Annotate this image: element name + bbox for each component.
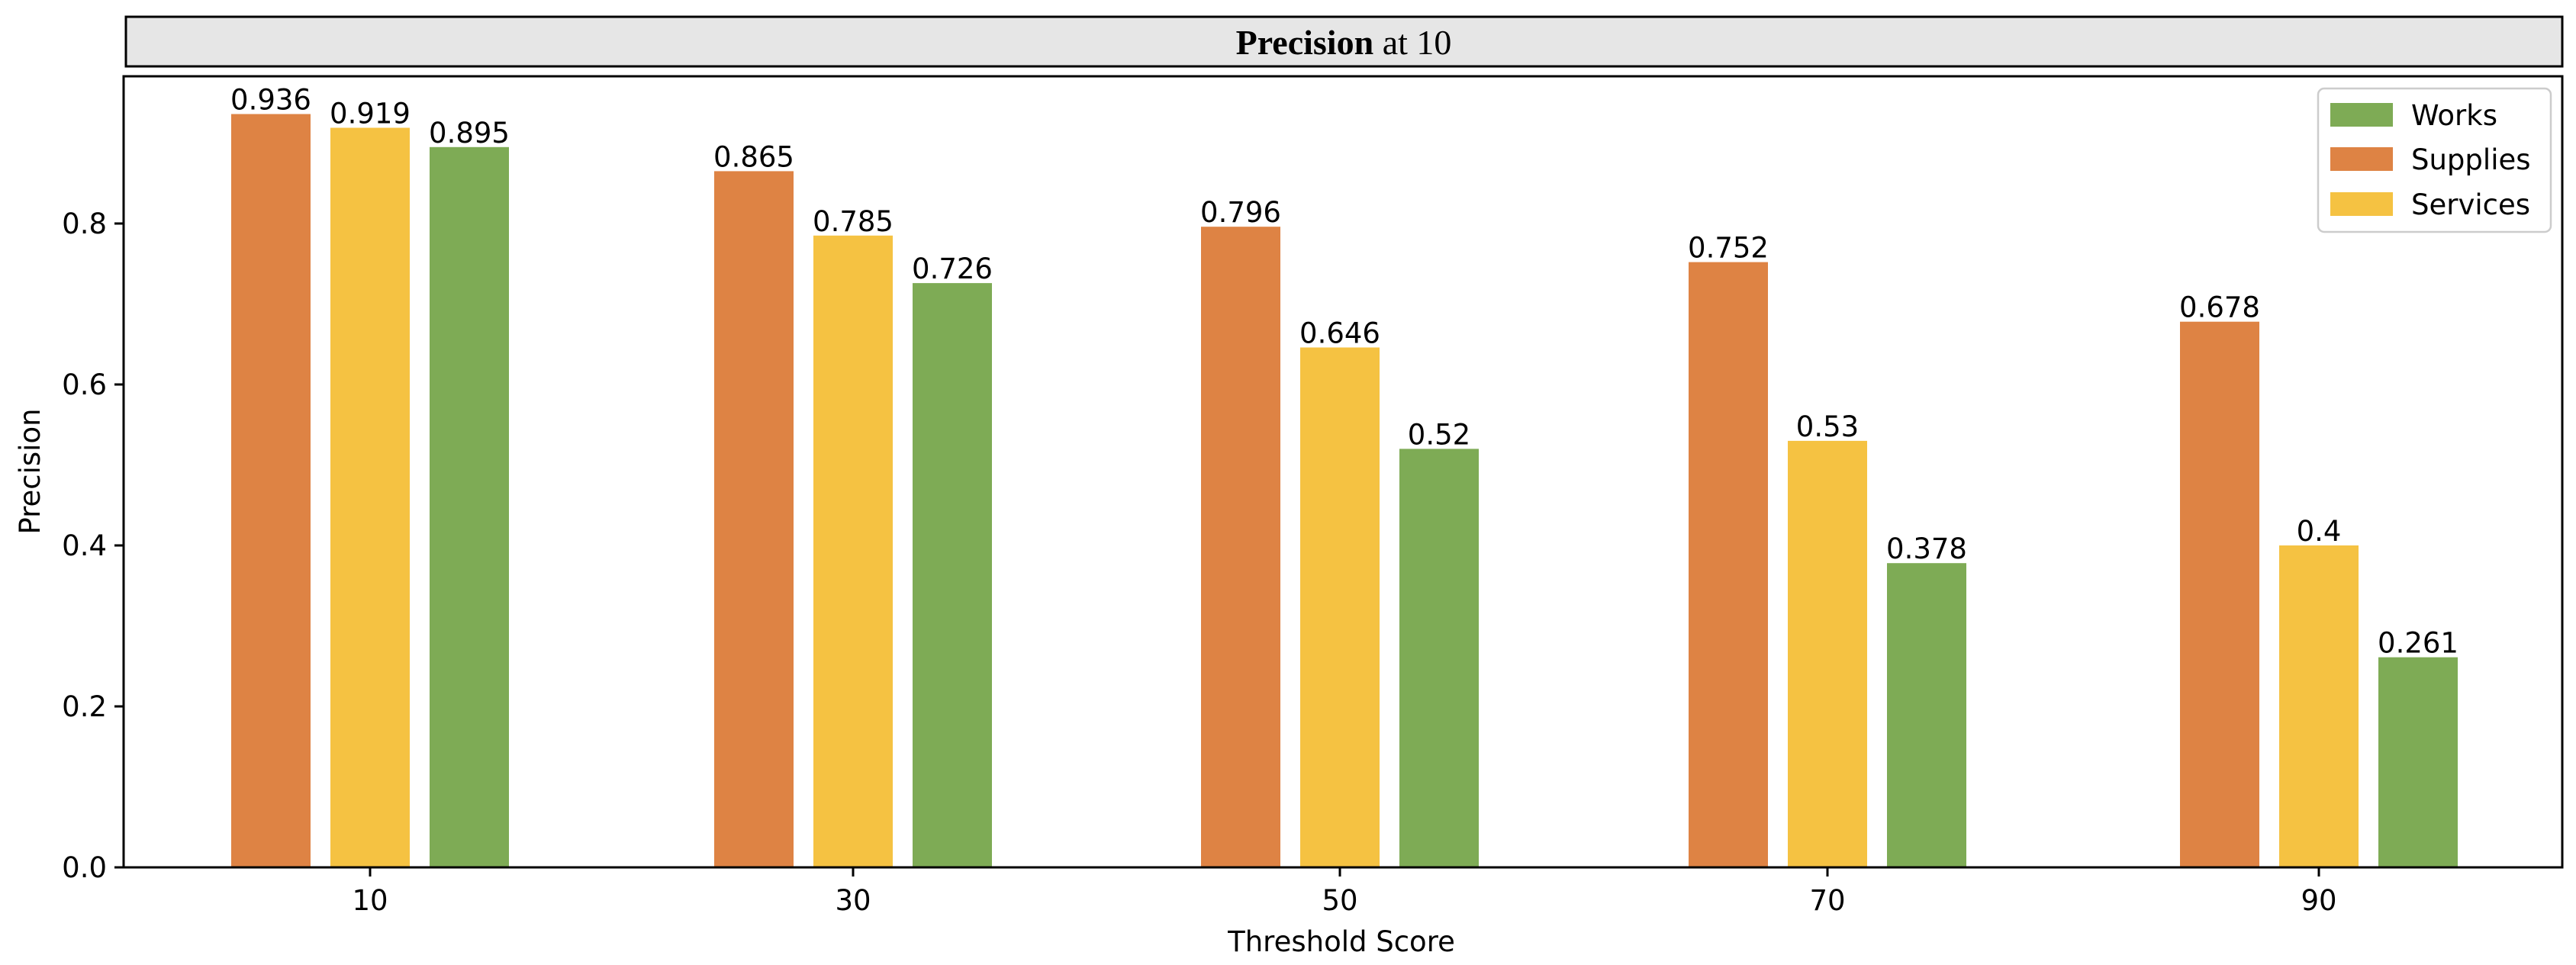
bar-supplies-90 — [2180, 321, 2259, 867]
legend-swatch-supplies — [2330, 147, 2393, 171]
bar-services-10 — [330, 127, 410, 867]
bar-works-10 — [430, 146, 509, 868]
legend-swatch-works — [2330, 103, 2393, 127]
bar-works-50 — [1399, 449, 1479, 867]
bar-supplies-10 — [231, 114, 311, 867]
data-label-supplies-70: 0.752 — [1688, 232, 1769, 265]
x-tick-label: 50 — [1322, 884, 1357, 917]
data-label-works-50: 0.52 — [1408, 418, 1470, 451]
data-label-works-70: 0.378 — [1886, 532, 1967, 565]
y-axis-label: Precision — [14, 408, 47, 534]
bar-works-90 — [2378, 657, 2458, 867]
legend-label-services: Services — [2411, 188, 2530, 221]
chart-title: Precision at 10 — [1236, 23, 1452, 62]
legend-swatch-services — [2330, 192, 2393, 216]
legend-label-supplies: Supplies — [2411, 143, 2531, 176]
y-tick-label: 0.4 — [62, 529, 107, 562]
bars-layer — [231, 114, 2458, 868]
plot-frame — [122, 75, 2564, 869]
legend-items: Works Supplies Services — [2330, 99, 2531, 221]
data-label-supplies-50: 0.796 — [1200, 196, 1281, 229]
data-label-services-90: 0.4 — [2297, 515, 2342, 548]
data-label-works-90: 0.261 — [2378, 627, 2458, 660]
bar-services-70 — [1788, 440, 1867, 867]
x-tick-label: 30 — [835, 884, 871, 917]
data-label-services-30: 0.785 — [813, 205, 894, 238]
bar-services-90 — [2279, 545, 2359, 867]
bar-works-30 — [913, 283, 992, 868]
data-label-supplies-10: 0.936 — [230, 84, 311, 117]
chart-title-bold: Precision — [1236, 23, 1374, 62]
data-label-services-70: 0.53 — [1796, 410, 1859, 443]
data-label-services-50: 0.646 — [1299, 317, 1380, 350]
data-labels-layer: 0.936 0.865 0.796 0.752 0.678 0.919 0.785 0.646… — [230, 84, 2458, 660]
legend-label-works: Works — [2411, 99, 2497, 132]
axes-layer: 0.0 0.2 0.4 0.6 0.8 10 30 50 70 90 — [62, 207, 2336, 917]
bar-services-50 — [1300, 347, 1380, 867]
bar-works-70 — [1887, 563, 1966, 867]
x-tick-label: 10 — [352, 884, 388, 917]
x-tick-label: 90 — [2301, 884, 2336, 917]
data-label-supplies-90: 0.678 — [2179, 291, 2260, 324]
title-box — [124, 15, 2564, 68]
y-tick-label: 0.0 — [62, 851, 107, 884]
data-label-supplies-30: 0.865 — [713, 140, 794, 173]
x-axis-label: Threshold Score — [1227, 925, 1455, 958]
data-label-services-10: 0.919 — [330, 98, 411, 130]
bar-services-30 — [813, 235, 893, 867]
y-tick-label: 0.6 — [62, 368, 107, 401]
data-label-works-30: 0.726 — [912, 253, 993, 285]
chart-title-rest: at 10 — [1373, 23, 1451, 62]
bar-supplies-70 — [1689, 262, 1768, 868]
legend: Works Supplies Services — [2317, 87, 2552, 233]
bar-supplies-30 — [714, 171, 794, 867]
data-label-works-10: 0.895 — [429, 117, 510, 150]
y-tick-label: 0.8 — [62, 207, 107, 240]
x-tick-label: 70 — [1809, 884, 1845, 917]
y-tick-label: 0.2 — [62, 690, 107, 723]
bar-supplies-50 — [1201, 227, 1280, 867]
